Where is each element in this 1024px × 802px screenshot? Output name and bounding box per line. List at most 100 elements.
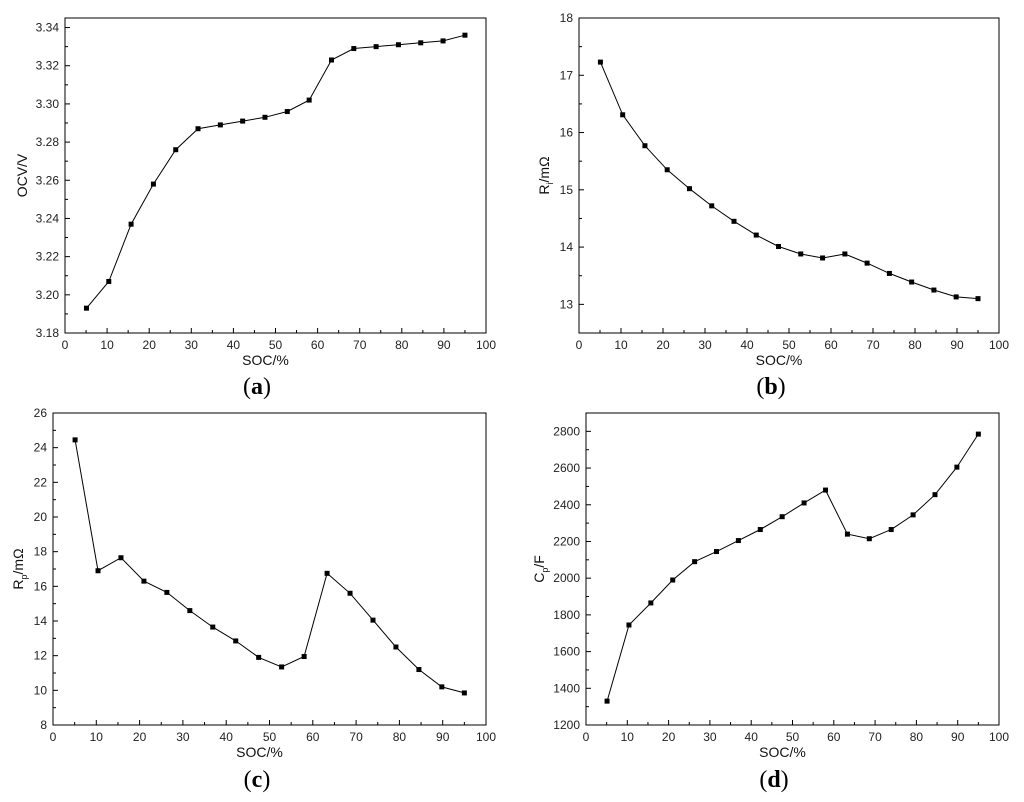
data-point: [909, 279, 915, 285]
panel-label: (d): [759, 767, 788, 793]
data-point: [284, 109, 290, 115]
y-axis-title: Cp/F: [531, 555, 550, 583]
x-axis-title: SOC/%: [756, 352, 803, 368]
x-tick-label: 30: [176, 730, 190, 744]
data-point: [686, 186, 692, 192]
data-point: [373, 44, 379, 50]
data-point: [714, 549, 720, 555]
data-point: [626, 622, 632, 628]
x-tick-label: 40: [220, 730, 234, 744]
chart-panel-c: 0 10 20 30 40 50 60 70 80 90 100 8 10 12 14 16 18 20 22 24 2…: [10, 406, 496, 793]
data-point: [886, 270, 892, 276]
data-point: [324, 570, 330, 576]
y-tick-label: 2400: [553, 498, 580, 512]
x-tick-label: 0: [62, 338, 69, 352]
data-point: [931, 287, 937, 293]
data-point: [461, 690, 467, 696]
data-point: [418, 40, 424, 46]
data-point: [128, 221, 134, 227]
data-point: [910, 512, 916, 518]
y-tick-label: 14: [560, 240, 574, 254]
panel-label: (c): [244, 767, 271, 793]
data-point: [954, 464, 960, 470]
data-point: [395, 42, 401, 48]
y-tick-label: 18: [560, 11, 574, 25]
y-tick-label: 15: [560, 183, 574, 197]
data-point: [888, 527, 894, 533]
data-point: [692, 559, 698, 565]
data-point: [779, 514, 785, 520]
x-tick-label: 80: [910, 730, 924, 744]
chart-panel-a: 0 10 20 30 40 50 60 70 80 90 100 3.18 3.20 3.22 3.24 3.…: [14, 17, 496, 400]
x-tick-label: 70: [349, 730, 363, 744]
data-point: [83, 305, 89, 311]
data-point: [953, 294, 959, 300]
x-axis-title: SOC/%: [759, 744, 806, 760]
y-tick-label: 1200: [553, 718, 580, 732]
data-point: [351, 46, 357, 52]
y-tick-label: 3.28: [36, 135, 60, 149]
series-line: [74, 439, 465, 694]
x-tick-label: 90: [950, 338, 964, 352]
panel-label: (b): [756, 374, 785, 400]
x-tick-label: 40: [227, 338, 241, 352]
y-tick-label: 2800: [553, 424, 580, 438]
x-tick-label: 0: [50, 730, 57, 744]
x-tick-label: 40: [740, 338, 754, 352]
data-point: [753, 232, 759, 238]
data-point: [975, 296, 981, 302]
panel-label: (a): [243, 374, 271, 400]
y-tick-label: 13: [560, 297, 574, 311]
x-tick-label: 100: [476, 338, 496, 352]
y-tick-label: 16: [560, 126, 574, 140]
data-point: [347, 590, 353, 596]
plot-frame: [64, 17, 487, 334]
data-point: [187, 608, 193, 614]
y-tick-label: 20: [34, 510, 48, 524]
data-point: [440, 38, 446, 44]
plot-frame: [578, 17, 1000, 334]
x-tick-label: 70: [353, 338, 367, 352]
y-tick-label: 10: [34, 683, 48, 697]
chart-panel-d: 0 10 20 30 40 50 60 70 80 90 100 1200 1400 1600 1800 20…: [531, 412, 1009, 793]
data-point: [301, 654, 307, 660]
y-tick-label: 3.22: [36, 250, 60, 264]
data-point: [233, 638, 239, 644]
data-point: [141, 578, 147, 584]
data-point: [842, 251, 848, 257]
plot-frame: [52, 412, 487, 726]
y-tick-label: 2600: [553, 461, 580, 475]
x-tick-label: 50: [263, 730, 277, 744]
data-point: [150, 181, 156, 187]
data-point: [735, 538, 741, 544]
y-tick-label: 12: [34, 649, 48, 663]
data-point: [164, 589, 170, 595]
y-tick-label: 3.26: [36, 173, 60, 187]
x-tick-label: 70: [866, 338, 880, 352]
data-point: [173, 147, 179, 153]
x-tick-label: 80: [908, 338, 922, 352]
data-point: [864, 260, 870, 266]
y-tick-label: 2200: [553, 534, 580, 548]
y-tick-label: 1800: [553, 608, 580, 622]
series-line: [599, 61, 979, 300]
data-point: [776, 244, 781, 250]
x-tick-label: 100: [989, 730, 1009, 744]
y-axis-title: Rp/mΩ: [10, 548, 29, 589]
x-tick-label: 20: [143, 338, 157, 352]
x-tick-label: 50: [269, 338, 283, 352]
x-tick-label: 60: [306, 730, 320, 744]
x-tick-label: 30: [185, 338, 199, 352]
y-tick-label: 3.24: [36, 211, 60, 225]
x-tick-label: 30: [703, 730, 717, 744]
y-axis-title: Ri/mΩ: [536, 156, 555, 194]
x-tick-label: 20: [133, 730, 147, 744]
y-tick-label: 26: [34, 406, 48, 420]
data-point: [670, 577, 676, 583]
x-tick-label: 80: [393, 730, 407, 744]
y-tick-label: 3.20: [36, 288, 60, 302]
data-point: [823, 487, 829, 493]
series-line: [606, 433, 979, 702]
x-tick-label: 10: [621, 730, 635, 744]
y-tick-label: 24: [34, 441, 48, 455]
